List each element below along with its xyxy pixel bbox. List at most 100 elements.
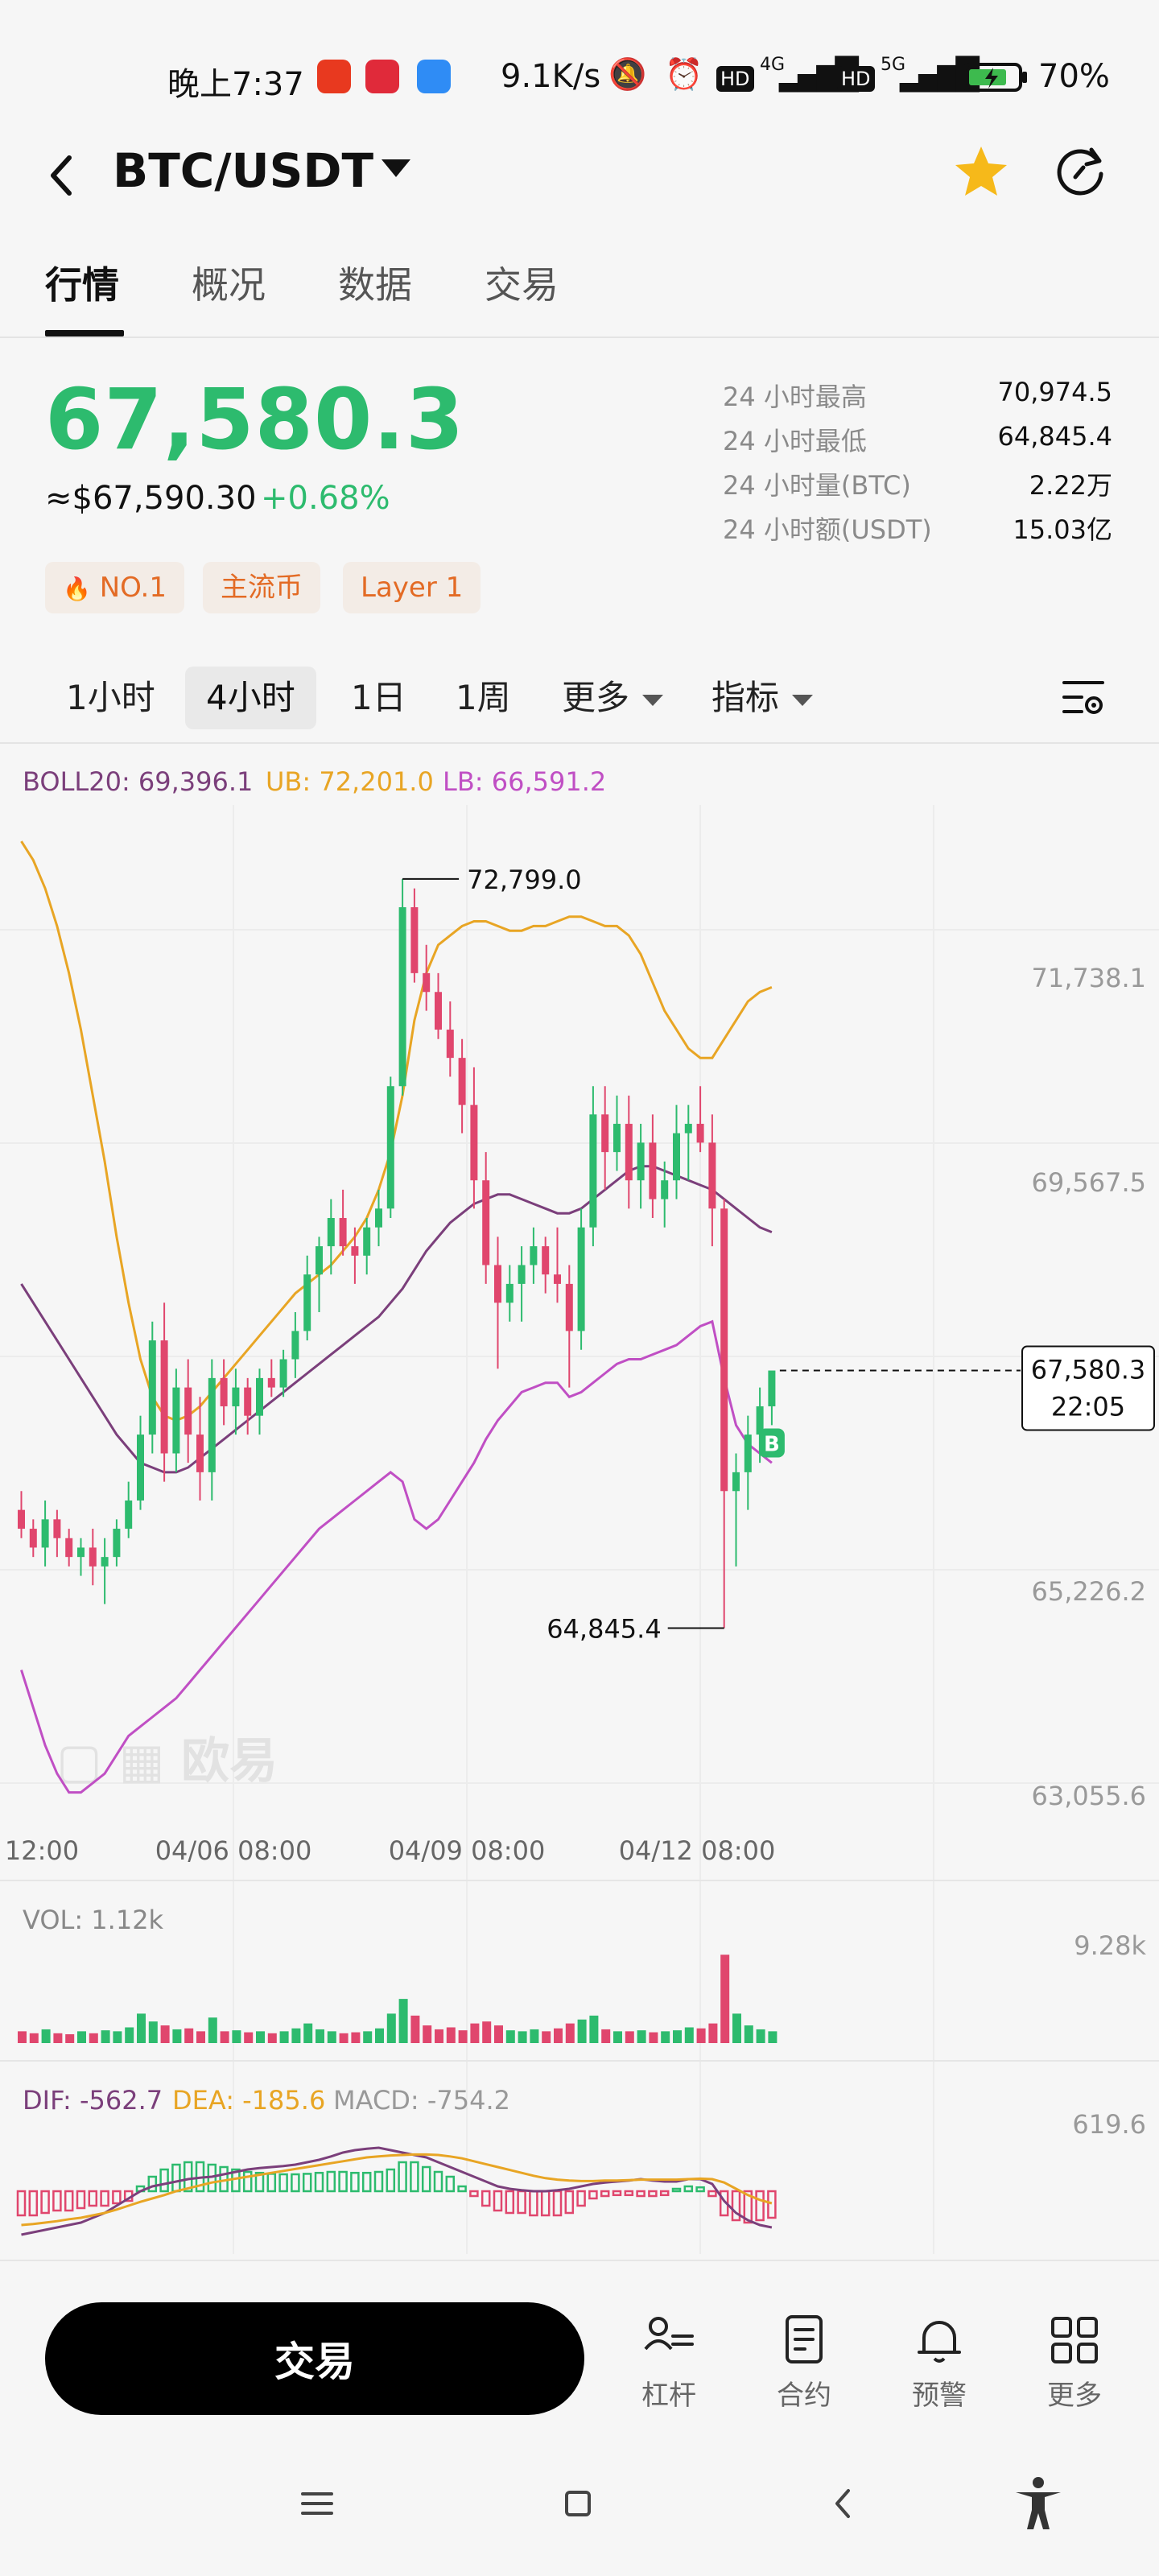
volume-bar [565,2023,575,2043]
macd-bar [100,2190,109,2207]
menu-icon[interactable] [293,2479,341,2528]
back-icon[interactable] [819,2479,868,2528]
macd-bar [421,2165,431,2193]
low-label: 64,845.4 [547,1613,662,1644]
tag-rank[interactable]: 🔥 NO.1 [45,562,184,613]
macd-bar [398,2161,407,2193]
star-icon[interactable] [951,142,1011,201]
candle [148,1340,156,1435]
bottom-nav-contract[interactable]: 合约 [760,2312,848,2413]
macd-dif-line [21,2146,773,2236]
macd-bar [326,2170,336,2193]
macd-bar [350,2171,360,2193]
macd-bar [552,2190,563,2217]
volume-bar [423,2025,432,2043]
bottom-nav-label: 预警 [912,2380,967,2412]
y-tick-label: 71,738.1 [1032,963,1147,993]
y-tick-label: 69,567.5 [1032,1167,1147,1198]
chart-settings-icon[interactable] [1061,675,1106,720]
macd-bar [64,2190,74,2212]
grid-icon [1051,2317,1098,2363]
home-icon[interactable] [554,2479,602,2528]
candle [577,1227,585,1331]
volume-bar [18,2031,27,2043]
indicator-select[interactable]: 指标 [711,667,814,729]
interval-1h[interactable]: 1小时 [66,678,155,717]
mute-icon: 🔕 [608,56,647,92]
volume-bar [351,2032,361,2043]
pair-title[interactable]: BTC/USDT [113,143,374,198]
indicator-label: 指标 [711,678,780,717]
macd-bar [278,2173,288,2193]
volume-bar [65,2034,75,2043]
candle [113,1529,121,1558]
tab-market[interactable]: 行情 [45,263,119,307]
back-icon[interactable] [39,143,87,208]
candle [756,1406,764,1435]
bottom-nav-leverage[interactable]: 杠杆 [625,2312,713,2413]
candle [458,1058,466,1105]
x-tick-label: 04/12 08:00 [619,1835,776,1866]
tag-layer1[interactable]: Layer 1 [343,562,481,613]
macd-bar [16,2190,27,2217]
volume-bar [554,2028,563,2043]
app-notification-icon [417,60,451,93]
interval-4h[interactable]: 4小时 [185,667,316,729]
volume-bar [398,1999,408,2043]
candle [505,1283,514,1303]
candle [494,1265,501,1303]
candle [160,1340,168,1454]
bottom-nav-alert[interactable]: 预警 [895,2312,984,2413]
volume-bar [53,2033,63,2043]
volume-bar [720,1955,730,2043]
candle [172,1387,180,1454]
macd-bar [171,2163,181,2193]
kline-chart[interactable]: 71,738.1 69,567.5 65,226.2 63,055.6 ▢ ▦ 欧易 72… [0,805,1159,2270]
trade-button[interactable]: 交易 [45,2302,584,2415]
macd-bar [457,2185,467,2193]
volume-bar [101,2030,110,2043]
candle [589,1114,597,1228]
tag-mainstream[interactable]: 主流币 [203,562,320,613]
volume-bar [89,2033,98,2043]
candle [279,1359,287,1388]
macd-bar [112,2190,122,2205]
interval-1w[interactable]: 1周 [456,678,511,717]
tab-data[interactable]: 数据 [338,263,412,307]
volume-bar [279,2031,289,2043]
x-tick-label: 12:00 [5,1835,79,1866]
macd-bar [671,2187,682,2193]
interval-more[interactable]: 更多 [562,667,664,729]
volume-bar [375,2028,384,2043]
macd-bar [386,2168,396,2193]
bottom-nav-more[interactable]: 更多 [1030,2312,1119,2413]
accessibility-icon[interactable] [1009,2475,1067,2533]
signal-4g-icon: 4G [760,55,786,75]
candle [435,992,442,1030]
macd-bar [52,2190,62,2212]
candle [101,1557,109,1567]
volume-bar [316,2029,324,2043]
watermark: ▢ ▦ 欧易 [56,1733,278,1790]
candle [684,1124,692,1133]
macd-bar [410,2161,419,2193]
candle [375,1208,382,1228]
volume-bar [220,2031,229,2043]
volume-bar [303,2023,313,2043]
chevron-down-icon[interactable] [382,159,410,177]
macd-bar [183,2161,193,2193]
tab-trade[interactable]: 交易 [485,263,559,307]
macd-bar [469,2190,479,2198]
macd-bar [540,2190,551,2217]
candle [625,1124,633,1181]
divider [0,336,1159,338]
volume-bar [613,2031,622,2043]
refresh-icon[interactable] [1051,142,1111,201]
macd-bar [254,2171,265,2193]
tab-overview[interactable]: 概况 [192,263,266,307]
macd-bar [529,2190,538,2217]
countdown-label: 22:05 [1051,1392,1125,1422]
alarm-icon: ⏰ [665,56,703,92]
interval-1d[interactable]: 1日 [351,678,406,717]
stat-label: 24 小时最低 [723,426,867,456]
